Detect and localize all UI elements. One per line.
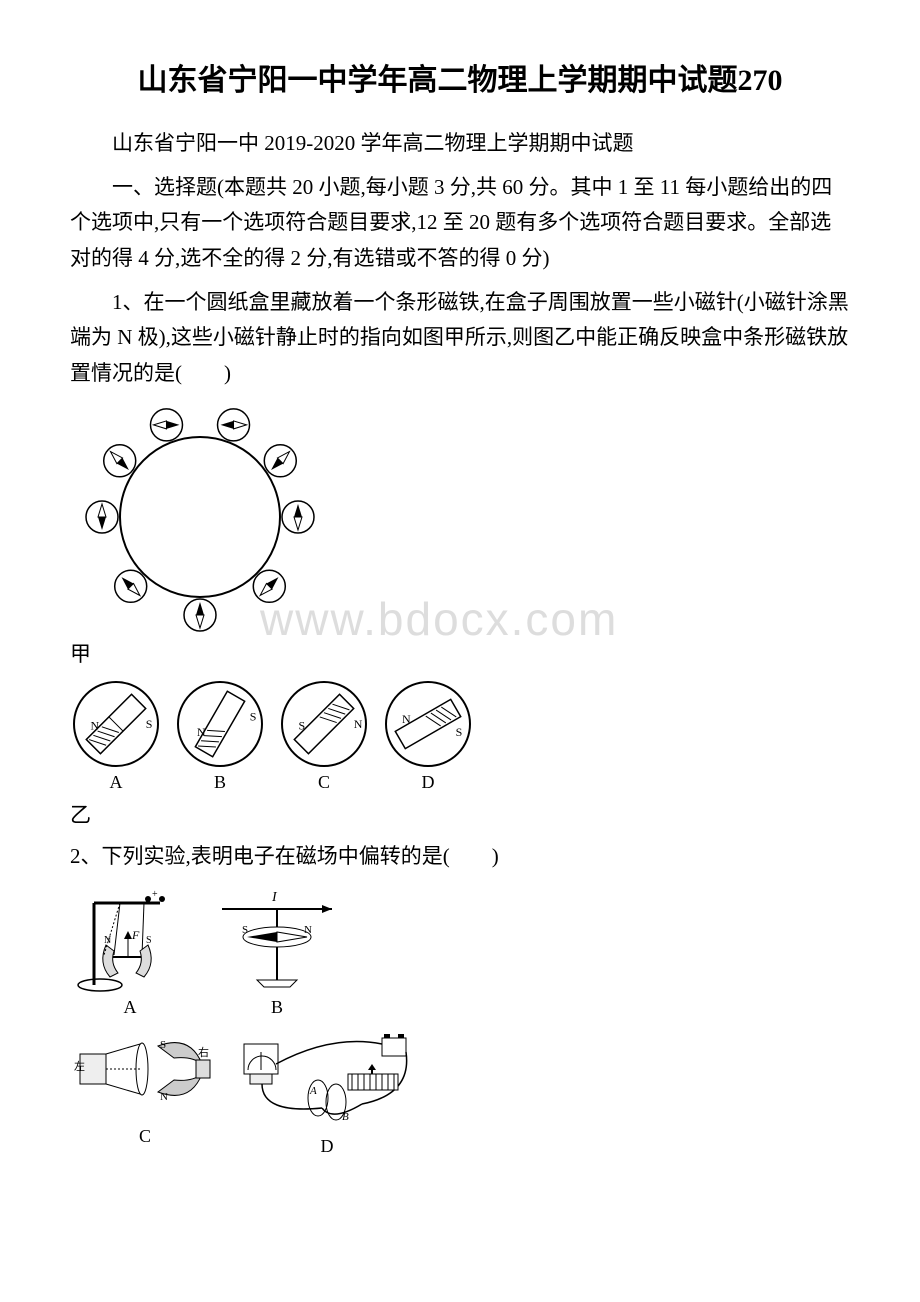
svg-text:A: A <box>309 1085 317 1097</box>
question-2-text: 2、下列实验,表明电子在磁场中偏转的是( ) <box>70 839 850 875</box>
q2-option-C-label: C <box>70 1126 220 1147</box>
exp-D-svg: A B <box>232 1024 422 1134</box>
q2-option-D: A B D <box>232 1024 422 1157</box>
svg-text:I: I <box>271 890 278 905</box>
q1-figure-compass-ring <box>70 402 850 632</box>
section-instructions: 一、选择题(本题共 20 小题,每小题 3 分,共 60 分。其中 1 至 11… <box>70 170 850 277</box>
magnet-B-svg: N S <box>174 678 266 770</box>
q2-option-D-label: D <box>232 1136 422 1157</box>
svg-text:+: + <box>152 889 158 900</box>
q1-option-A-label: A <box>70 772 162 793</box>
q2-option-A: + N S F <box>70 885 190 1018</box>
svg-text:F: F <box>131 928 140 942</box>
subtitle: 山东省宁阳一中 2019-2020 学年高二物理上学期期中试题 <box>70 126 850 162</box>
magnet-A-svg: N S <box>70 678 162 770</box>
q2-figure-experiments: + N S F <box>70 885 850 1157</box>
exp-C-svg: S N 右 左 <box>70 1024 220 1124</box>
q2-option-B: I S N B <box>202 885 352 1018</box>
q1-option-D-label: D <box>382 772 474 793</box>
document-title: 山东省宁阳一中学年高二物理上学期期中试题270 <box>70 60 850 102</box>
svg-text:S: S <box>250 709 257 723</box>
q1-option-B: N S B <box>174 678 266 793</box>
q2-option-C: S N 右 左 C <box>70 1024 220 1147</box>
compass-ring-svg <box>70 402 330 632</box>
svg-text:N: N <box>304 924 312 936</box>
svg-text:S: S <box>456 725 463 739</box>
svg-text:N: N <box>197 725 206 739</box>
q1-option-A: N S A <box>70 678 162 793</box>
q1-option-C: S N C <box>278 678 370 793</box>
q1-option-B-label: B <box>174 772 266 793</box>
magnet-C-svg: S N <box>278 678 370 770</box>
svg-text:S: S <box>146 935 152 946</box>
question-1-text: 1、在一个圆纸盒里藏放着一个条形磁铁,在盒子周围放置一些小磁针(小磁针涂黑端为 … <box>70 285 850 392</box>
svg-text:S: S <box>146 717 153 731</box>
q1-figure-magnet-options: N S A <box>70 678 850 793</box>
q2-option-B-label: B <box>202 997 352 1018</box>
exp-A-svg: + N S F <box>70 885 190 995</box>
q1-caption-yi: 乙 <box>70 799 850 829</box>
q1-option-C-label: C <box>278 772 370 793</box>
q1-option-D: N S D <box>382 678 474 793</box>
svg-text:N: N <box>160 1091 168 1103</box>
svg-text:左: 左 <box>74 1060 85 1073</box>
q2-option-A-label: A <box>70 997 190 1018</box>
svg-text:S: S <box>242 924 248 936</box>
svg-text:N: N <box>402 712 411 726</box>
svg-text:N: N <box>354 717 363 731</box>
svg-text:S: S <box>299 718 306 732</box>
svg-text:右: 右 <box>198 1045 209 1059</box>
svg-text:N: N <box>91 718 100 732</box>
svg-text:N: N <box>104 935 111 946</box>
svg-text:S: S <box>160 1039 166 1051</box>
magnet-D-svg: N S <box>382 678 474 770</box>
exp-B-svg: I S N <box>202 885 352 995</box>
q1-caption-jia: 甲 <box>70 638 850 668</box>
